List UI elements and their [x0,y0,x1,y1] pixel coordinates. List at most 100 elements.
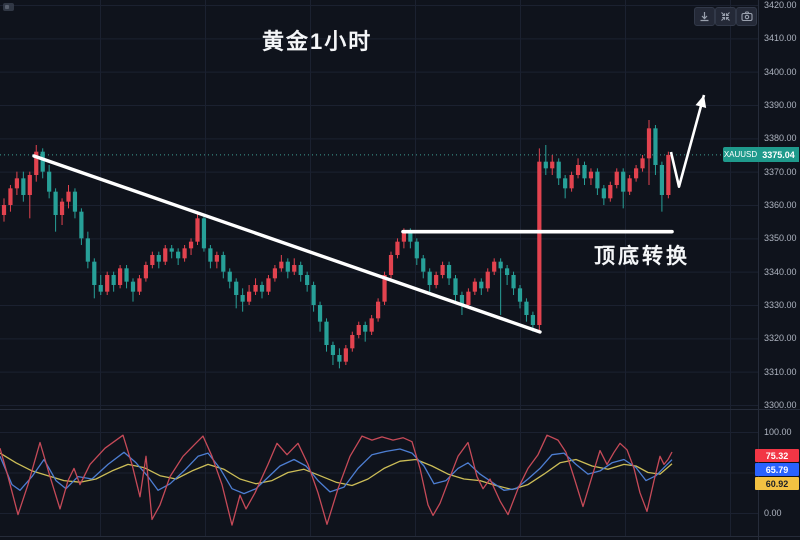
candle [466,288,471,309]
candle [1,198,7,222]
candle [666,151,671,199]
oscillator-layer [0,434,673,526]
candle [324,318,329,352]
chart-title: 黄金1小时 [262,29,373,54]
candle [653,125,658,175]
candle [214,251,219,269]
candle [72,188,78,219]
candle [434,271,439,289]
candle [556,158,561,185]
candle [421,255,426,279]
candle [182,245,187,262]
axis-tick-label: 3330.00 [764,300,797,310]
candle [150,251,155,269]
drawings-layer [32,94,707,334]
candle [208,245,213,269]
collapse-arrows-icon [721,12,730,21]
candle [79,208,84,245]
up-arrow-line[interactable] [669,94,706,188]
candle [47,165,52,199]
scroll-to-recent-button[interactable] [694,7,715,26]
oscillator-fast-value-badge: 75.32 [755,449,799,462]
candle [169,245,174,259]
candle [485,268,490,292]
axis-tick-label: 3300.00 [764,400,797,410]
candle [137,275,142,295]
candle [569,171,574,192]
candle [537,148,542,332]
candle [337,348,342,369]
candle [124,265,129,289]
descending-trendline[interactable] [32,154,542,334]
candle [27,171,32,219]
candle [550,155,555,175]
candle [582,161,587,185]
axis-tick-label: 3380.00 [764,133,797,144]
candle [266,275,271,295]
axis-tick-label: 3340.00 [764,266,797,277]
candle [369,315,374,335]
candle [85,231,90,269]
candle [247,285,252,305]
candle [234,278,239,309]
candle [188,238,194,255]
candle [659,161,664,212]
candle [621,168,626,209]
candle [285,258,290,279]
last-price-badge: 3375.04 [758,147,799,162]
candle [524,298,529,322]
oscillator-slow-value-badge: 60.92 [755,477,799,490]
candle [330,341,336,365]
camera-icon [740,11,753,22]
screenshot-button[interactable] [736,7,757,26]
candle [8,185,13,212]
candle [163,245,168,265]
candle [317,301,323,332]
collapse-pane-button[interactable] [715,7,736,26]
axis-tick-label: 3410.00 [764,33,797,44]
candle [111,271,116,292]
candle [614,168,619,189]
candle [543,145,548,175]
candle [517,285,523,309]
oscillator-medium-value-badge: 65.79 [755,463,799,476]
candle [446,261,452,285]
candle [640,155,645,172]
axis-tick-label: 0.00 [764,508,782,518]
symbol-badge: XAUUSD [723,147,758,162]
candle [40,148,45,179]
candle [105,271,110,295]
candle [472,278,477,295]
axis-tick-label: 3400.00 [764,66,797,77]
candle [363,321,368,342]
axis-tick-label: 3320.00 [764,333,797,344]
candle [279,255,284,272]
candle [575,158,581,179]
candle [427,268,432,292]
arrow-head [695,95,707,109]
candle [130,278,136,302]
candle [227,268,232,289]
annotation-text: 顶底转换 [594,245,690,268]
axis-tick-label: 3360.00 [764,200,797,210]
candle [259,281,265,299]
candle [453,275,458,302]
oscillator-line-slow [0,452,673,491]
candle [646,120,652,185]
candle [608,181,613,202]
axis-tick-label: 3370.00 [764,166,797,177]
candle [311,281,316,312]
candle [492,258,497,275]
candle [272,265,277,282]
pane-separator[interactable] [0,409,800,410]
candle [440,261,445,279]
oscillator-line-medium [0,448,673,495]
candle [388,251,394,279]
download-arrow-icon [700,12,709,22]
candles-layer [1,120,671,369]
candle [53,188,58,232]
candle [14,171,19,195]
candle [143,261,148,282]
candle [21,171,26,202]
